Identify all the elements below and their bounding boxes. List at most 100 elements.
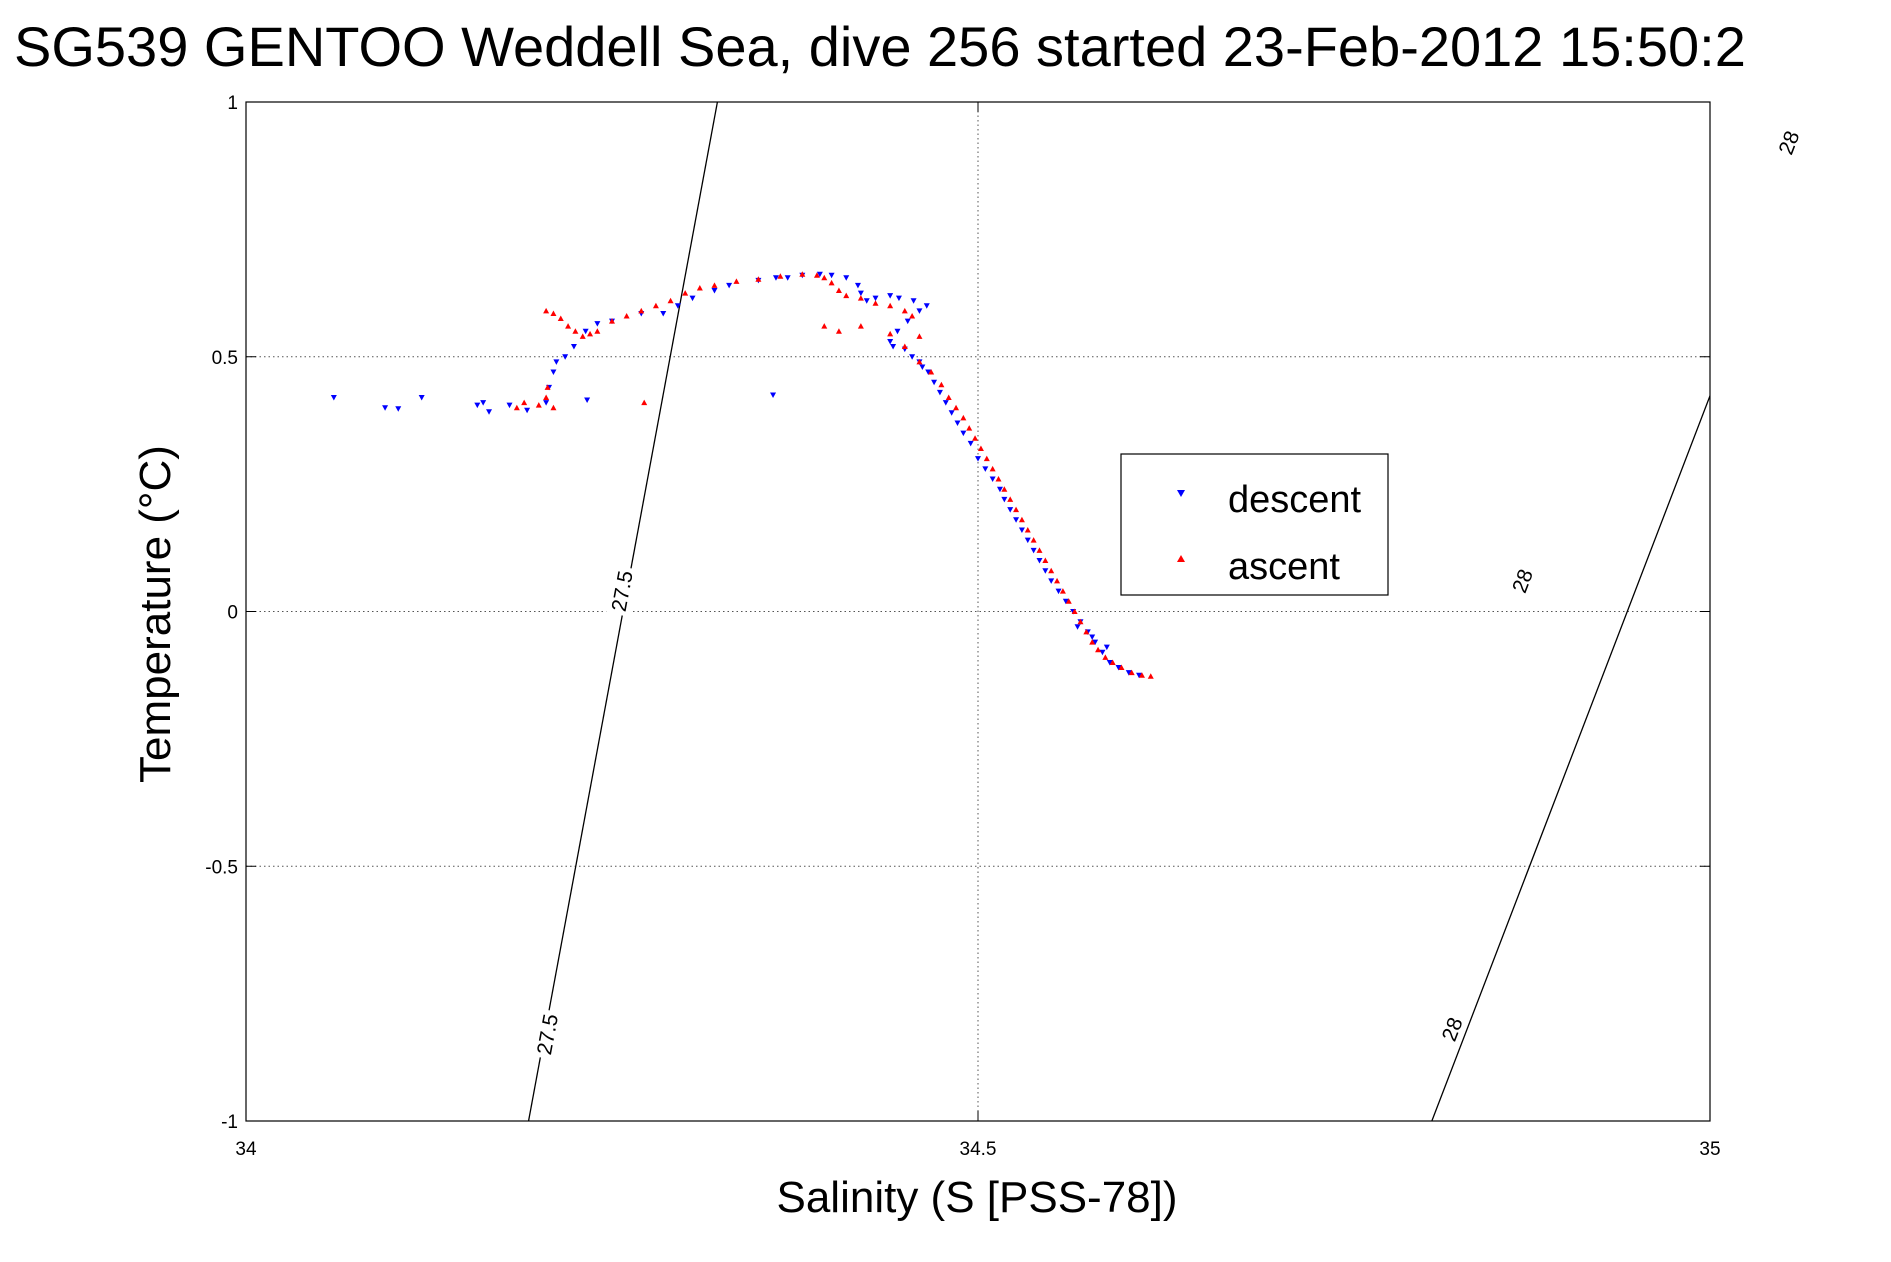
ascent-point [1013, 506, 1020, 513]
descent-point [895, 295, 902, 302]
ascent-point [1118, 664, 1125, 671]
descent-point [982, 466, 989, 472]
ascent-point [928, 369, 935, 375]
descent-point [524, 407, 531, 414]
descent-point [660, 310, 667, 317]
ascent-point [995, 476, 1002, 482]
ascent-point [857, 323, 864, 329]
ascent-point [667, 297, 674, 304]
descent-point [1092, 639, 1099, 646]
y-tick-label: 1 [227, 93, 238, 114]
descent-point [887, 293, 894, 299]
descent-point [816, 271, 823, 278]
descent-point [570, 344, 577, 350]
ascent-point [682, 290, 689, 296]
ascent-point [733, 278, 740, 284]
isopycnal-label-bg [1769, 116, 1809, 170]
ascent-point [641, 399, 648, 406]
descent-point [506, 402, 513, 409]
isopycnal-line-28 [1431, 394, 1710, 1121]
ascent-point [828, 279, 835, 286]
ascent-point [711, 282, 718, 288]
legend-box [1120, 453, 1389, 596]
descent-point [772, 275, 779, 281]
descent-point [1115, 665, 1122, 671]
descent-point [894, 328, 901, 335]
ascent-point [1007, 496, 1014, 502]
ascent-point [521, 399, 528, 406]
x-tick-label: 35 [1699, 1139, 1720, 1160]
descent-point [553, 359, 560, 365]
ascent-point [572, 328, 579, 334]
ascent-point [872, 300, 879, 306]
descent-point [1030, 547, 1037, 554]
isopycnal-label: 27.5 [608, 569, 638, 613]
ascent-point [835, 328, 842, 334]
descent-point [904, 318, 911, 325]
ascent-point [938, 381, 945, 388]
ascent-point [543, 394, 550, 401]
descent-point [784, 275, 791, 281]
chart-title: SG539 GENTOO Weddell Sea, dive 256 start… [14, 15, 1746, 78]
descent-point [1136, 672, 1143, 679]
ascent-point [909, 312, 916, 319]
ascent-point [1077, 618, 1084, 625]
descent-point [711, 288, 718, 294]
ascent-point [1048, 567, 1055, 574]
descent-point [916, 308, 923, 314]
descent-point [418, 395, 425, 401]
ascent-point [1089, 639, 1096, 645]
descent-point [996, 486, 1003, 493]
ascent-point [535, 402, 542, 408]
ascent-point [1071, 608, 1078, 614]
ascent-point [638, 307, 645, 314]
y-tick-label: 0.5 [212, 348, 238, 369]
ascent-point [945, 394, 952, 401]
descent-point [550, 369, 557, 376]
ascent-point [550, 404, 557, 411]
ascent-point [887, 302, 894, 309]
descent-point [936, 389, 943, 396]
x-tick-label: 34.5 [960, 1139, 997, 1160]
series-descent [330, 271, 1143, 679]
descent-point [975, 456, 981, 462]
isopycnal-label-bg [531, 1008, 564, 1061]
descent-point [1024, 537, 1031, 544]
ascent-point [799, 271, 806, 277]
ascent-point [1138, 672, 1145, 678]
descent-point [942, 400, 949, 406]
y-tick-label: 0 [227, 603, 238, 624]
ascent-point [1024, 526, 1031, 533]
legend-marker-descent [1177, 490, 1185, 497]
descent-point [1042, 568, 1049, 574]
descent-point [1089, 634, 1096, 640]
descent-point [480, 400, 487, 406]
ascent-point [1109, 659, 1116, 665]
ascent-point [953, 404, 960, 411]
ascent-point [652, 302, 659, 309]
legend: descent ascent [1120, 453, 1389, 596]
ascent-point [594, 328, 601, 334]
descent-point [854, 282, 861, 289]
ascent-point [901, 343, 908, 350]
x-axis-title: Salinity (S [PSS-78]) [776, 1173, 1177, 1222]
ascent-point [550, 310, 557, 316]
ascent-point [1083, 628, 1090, 635]
ascent-point [857, 295, 864, 301]
ascent-point [813, 272, 820, 278]
descent-point [584, 397, 591, 404]
y-axis-title: Temperature (°C) [131, 445, 180, 783]
descent-point [925, 369, 932, 376]
descent-point [843, 275, 850, 281]
descent-point [486, 409, 493, 415]
descent-point [395, 406, 402, 412]
descent-point [989, 476, 996, 483]
ascent-point [1042, 557, 1049, 564]
y-tick-label: -1 [221, 1112, 238, 1133]
descent-point [890, 344, 897, 350]
ascent-point [901, 307, 908, 314]
ascent-point [1036, 547, 1043, 553]
descent-point [1018, 527, 1025, 533]
ascent-point [983, 455, 990, 462]
ascent-point [1065, 598, 1072, 604]
